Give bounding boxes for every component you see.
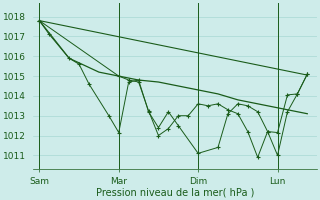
X-axis label: Pression niveau de la mer( hPa ): Pression niveau de la mer( hPa ) xyxy=(96,187,254,197)
